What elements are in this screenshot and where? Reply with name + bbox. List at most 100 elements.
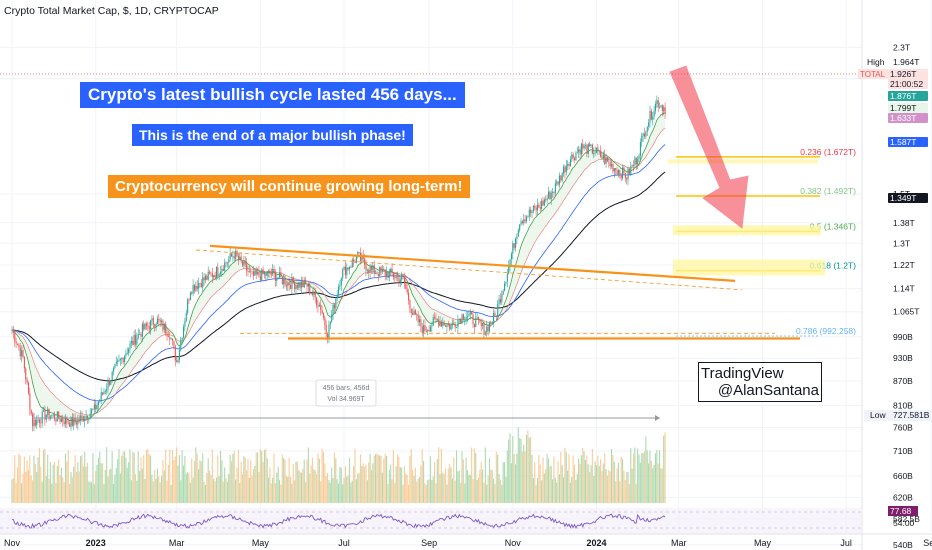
volume-bar <box>546 453 548 503</box>
candle-body <box>408 292 410 301</box>
candle-body <box>107 380 109 389</box>
volume-bar <box>122 451 124 503</box>
time-axis-label: Jul <box>338 538 350 548</box>
candle-body <box>130 340 132 344</box>
candle-body <box>210 273 212 275</box>
price-axis-tick: 930B <box>893 353 913 363</box>
candle-body <box>257 271 259 275</box>
volume-bar <box>176 447 178 503</box>
candle-body <box>222 268 224 271</box>
candle-body <box>661 105 663 112</box>
volume-bar <box>163 470 165 503</box>
candle-body <box>383 269 385 271</box>
volume-bar <box>150 455 152 503</box>
candle-body <box>597 147 599 152</box>
volume-bar <box>27 469 30 503</box>
volume-bar <box>145 449 148 503</box>
range-vol-label: Vol 34.969T <box>327 396 365 403</box>
candle-body <box>27 382 30 394</box>
volume-bar <box>291 483 293 503</box>
candle-body <box>495 315 497 317</box>
volume-bar <box>589 472 591 503</box>
candle-body <box>498 299 500 305</box>
rsi-level: 54.00 <box>893 518 915 528</box>
candle-body <box>650 110 652 120</box>
candle-body <box>36 419 38 426</box>
volume-bar <box>159 482 161 503</box>
candle-body <box>454 323 456 328</box>
volume-bar <box>580 455 582 503</box>
volume-bar <box>66 461 68 503</box>
candle-body <box>158 318 160 321</box>
annotation-banner-main: Crypto's latest bullish cycle lasted 456… <box>80 82 465 108</box>
candle-body <box>229 253 231 260</box>
volume-bar <box>549 466 551 503</box>
candle-body <box>560 175 562 181</box>
volume-bar <box>443 474 445 503</box>
candle-body <box>103 391 105 395</box>
volume-bar <box>237 449 239 503</box>
volume-bar <box>258 471 260 503</box>
volume-bar <box>110 468 112 503</box>
candle-body <box>504 283 506 292</box>
time-axis-label: Mar <box>671 538 687 548</box>
candle-body <box>279 272 281 278</box>
price-tag-bg <box>888 103 928 113</box>
candle-body <box>291 277 293 289</box>
volume-bar <box>11 479 13 503</box>
volume-bar <box>307 447 309 503</box>
volume-bars <box>11 427 666 503</box>
volume-bar <box>299 471 301 503</box>
candle-body <box>213 275 215 278</box>
candle-body <box>316 297 318 306</box>
volume-bar <box>300 472 303 503</box>
candle-body <box>88 418 90 420</box>
volume-bar <box>591 448 593 503</box>
volume-bar <box>660 468 662 503</box>
candle-body <box>172 338 174 341</box>
volume-bar <box>335 458 337 503</box>
volume-bar <box>605 469 607 503</box>
candle-body <box>335 298 337 309</box>
volume-bar <box>70 472 72 503</box>
volume-bar <box>225 478 227 503</box>
volume-bar <box>608 470 610 503</box>
volume-bar <box>196 453 198 503</box>
candle-body <box>598 150 600 152</box>
volume-bar <box>429 456 432 503</box>
candle-body <box>270 273 272 275</box>
candle-body <box>392 273 395 278</box>
candle-body <box>292 277 294 284</box>
candle-body <box>277 277 279 279</box>
candle-body <box>660 105 662 107</box>
volume-bar <box>600 459 602 503</box>
candle-body <box>526 216 528 222</box>
volume-bar <box>573 464 576 503</box>
candle-body <box>150 320 152 330</box>
volume-bar <box>645 436 647 503</box>
candle-body <box>38 419 41 423</box>
candle-body <box>228 259 230 263</box>
candle-body <box>532 205 534 212</box>
candle-body <box>427 329 429 331</box>
candle-body <box>377 273 379 276</box>
candle-body <box>114 363 116 368</box>
candle-body <box>198 283 200 289</box>
candle-body <box>613 168 615 172</box>
time-axis-label: May <box>252 538 270 548</box>
candle-body <box>438 319 440 326</box>
candle-body <box>180 339 182 350</box>
low-value: 727.581B <box>893 410 930 420</box>
volume-bar <box>23 456 25 503</box>
time-axis-label: Sep <box>421 538 437 548</box>
candle-body <box>501 294 503 303</box>
candle-body <box>593 153 595 154</box>
candle-body <box>491 322 493 324</box>
candle-body <box>350 266 352 268</box>
volume-bar <box>34 463 36 503</box>
volume-bar <box>247 459 249 503</box>
candle-body <box>451 323 454 326</box>
volume-bar <box>471 447 473 503</box>
volume-bar <box>184 456 186 503</box>
